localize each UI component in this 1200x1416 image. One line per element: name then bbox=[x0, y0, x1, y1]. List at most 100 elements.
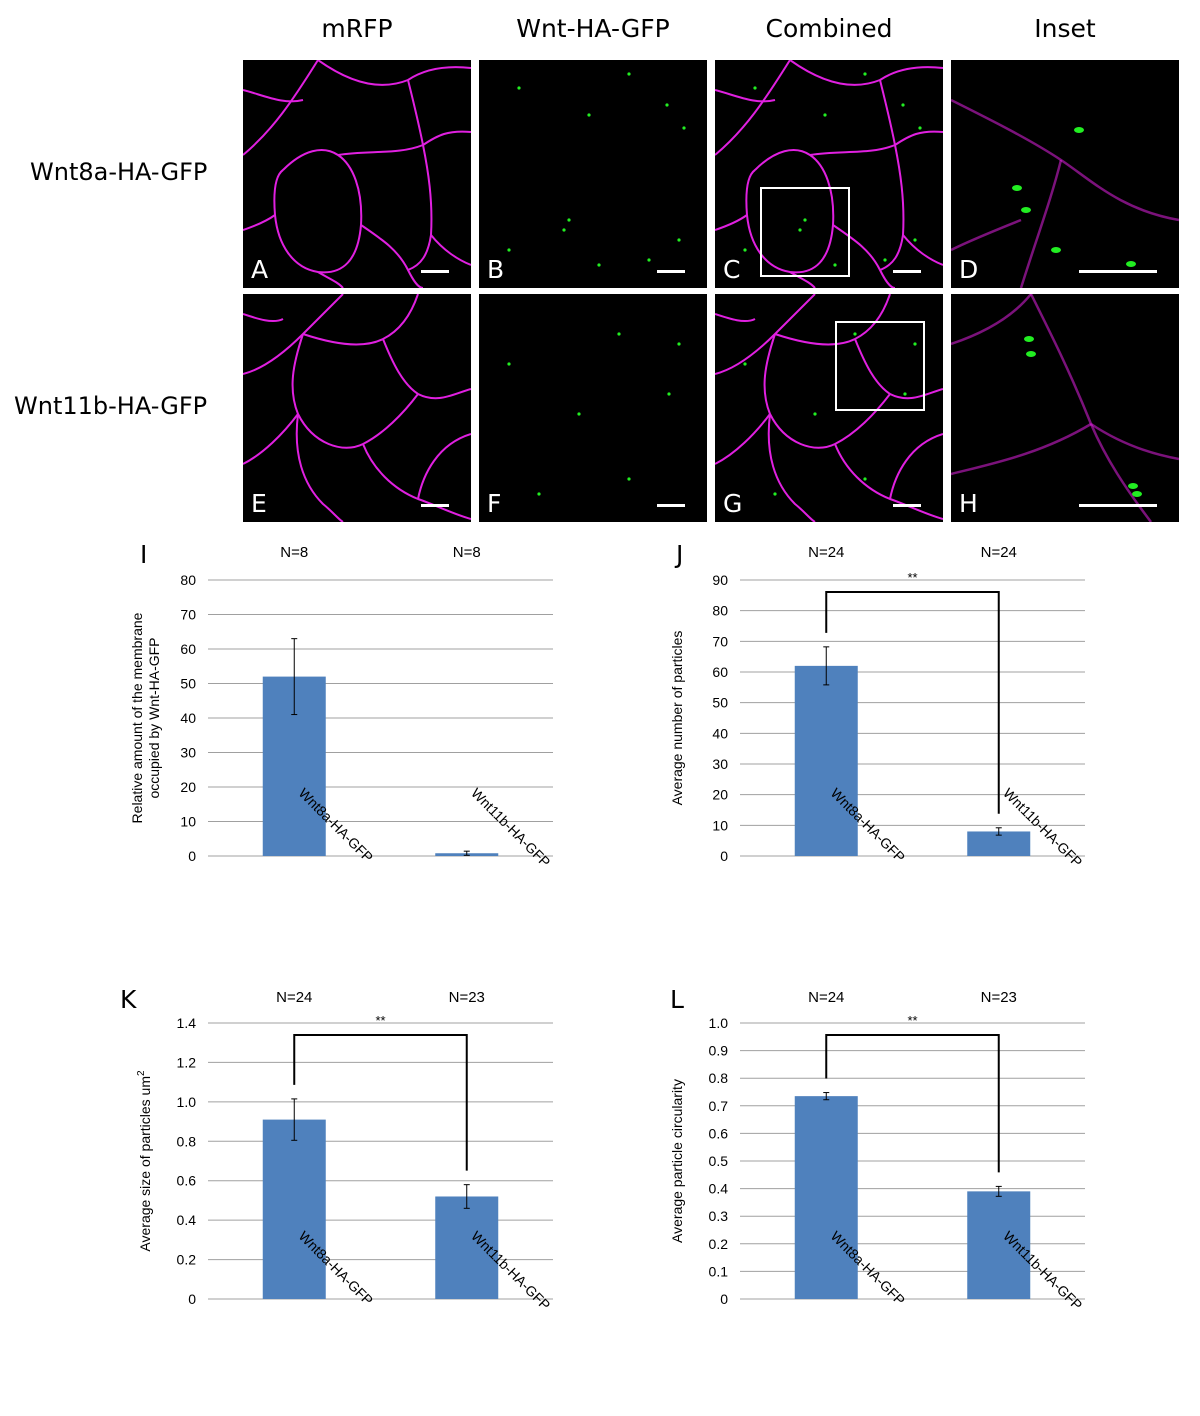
micrograph-panel-g: G bbox=[715, 294, 943, 522]
column-header-combined: Combined bbox=[765, 14, 893, 43]
membrane-outline bbox=[273, 149, 363, 274]
membrane-outline bbox=[715, 313, 756, 323]
y-tick-label: 70 bbox=[712, 633, 728, 649]
significance-marker: ** bbox=[907, 1013, 917, 1028]
panel-letter-c: C bbox=[723, 255, 741, 284]
sample-size-label: N=23 bbox=[449, 989, 485, 1006]
y-tick-label: 0 bbox=[188, 1291, 196, 1307]
bar bbox=[435, 1196, 499, 1299]
y-tick-label: 0 bbox=[720, 848, 728, 864]
micrograph-image bbox=[715, 294, 943, 522]
membrane-outline bbox=[1090, 422, 1179, 461]
membrane-outline bbox=[763, 333, 891, 449]
membrane-outline bbox=[243, 89, 304, 103]
membrane-outline bbox=[951, 294, 1032, 346]
membrane-outline bbox=[767, 413, 816, 522]
membrane-outline bbox=[854, 338, 943, 400]
membrane-outline bbox=[243, 313, 284, 323]
scale-bar bbox=[421, 504, 449, 507]
gfp-particle bbox=[677, 238, 681, 242]
scale-bar bbox=[893, 504, 921, 507]
membrane-outline bbox=[407, 79, 424, 146]
membrane-outline bbox=[317, 271, 344, 288]
sample-size-label: N=24 bbox=[981, 544, 1017, 561]
micrograph-panel-f: F bbox=[479, 294, 707, 522]
y-tick-label: 20 bbox=[180, 779, 196, 795]
y-tick-label: 0.9 bbox=[709, 1043, 729, 1059]
y-tick-label: 0 bbox=[720, 1291, 728, 1307]
membrane-outline bbox=[417, 433, 471, 500]
gfp-particle bbox=[803, 218, 807, 222]
micrograph-image bbox=[507, 72, 686, 273]
micrograph-panel-h: H bbox=[951, 294, 1179, 522]
gfp-particle bbox=[863, 477, 867, 481]
micrograph-image bbox=[951, 98, 1179, 288]
membrane-outline bbox=[243, 413, 299, 465]
y-tick-label: 60 bbox=[180, 641, 196, 657]
y-tick-label: 0.2 bbox=[177, 1252, 197, 1268]
membrane-outline bbox=[243, 60, 319, 156]
gfp-particle bbox=[1021, 207, 1031, 213]
scale-bar bbox=[1079, 504, 1157, 507]
gfp-particle bbox=[813, 412, 817, 416]
y-tick-label: 20 bbox=[712, 787, 728, 803]
gfp-particle bbox=[1024, 336, 1034, 342]
y-tick-label: 80 bbox=[180, 572, 196, 588]
micrograph-image bbox=[243, 60, 471, 288]
membrane-outline bbox=[430, 234, 471, 266]
gfp-particle bbox=[743, 362, 747, 366]
panel-letter-f: F bbox=[487, 489, 502, 518]
sample-size-label: N=23 bbox=[981, 989, 1017, 1006]
y-tick-label: 80 bbox=[712, 603, 728, 619]
y-tick-label: 40 bbox=[712, 725, 728, 741]
bar-chart-i: 0 10 20 30 40 50 60 70 80 Relative amount of the … bbox=[0, 540, 600, 970]
membrane-outline bbox=[715, 214, 748, 231]
y-axis-label-superscript: 2 bbox=[136, 1070, 147, 1076]
membrane-outline bbox=[317, 60, 471, 86]
membrane-outline bbox=[715, 60, 791, 156]
micrograph-panel-d: D bbox=[951, 60, 1179, 288]
gfp-particle bbox=[903, 392, 907, 396]
gfp-particle bbox=[773, 492, 777, 496]
gfp-particle bbox=[743, 248, 747, 252]
bar-chart-k: 0 0.2 0.4 0.6 0.8 1.0 1.2 1.4 Average size of pa… bbox=[0, 985, 600, 1416]
category-label: Wnt11b-HA-GFP bbox=[1000, 785, 1085, 870]
membrane-outline bbox=[302, 294, 419, 346]
panel-letter-e: E bbox=[251, 489, 267, 518]
membrane-outline bbox=[407, 144, 433, 271]
panel-letter-a: A bbox=[251, 255, 269, 284]
y-tick-label: 50 bbox=[712, 695, 728, 711]
sample-size-label: N=24 bbox=[808, 544, 844, 561]
micrograph-image bbox=[507, 332, 685, 507]
row-label-wnt8a: Wnt8a-HA-GFP bbox=[30, 158, 208, 186]
scale-bar bbox=[657, 270, 685, 273]
gfp-particle bbox=[627, 72, 631, 76]
gfp-particle bbox=[1126, 261, 1136, 267]
micrograph-panel-a: A bbox=[243, 60, 471, 288]
gfp-particle bbox=[863, 72, 867, 76]
gfp-particle bbox=[1012, 185, 1022, 191]
y-tick-label: 40 bbox=[180, 710, 196, 726]
gfp-particle bbox=[507, 248, 511, 252]
membrane-outline bbox=[715, 413, 771, 465]
membrane-outline bbox=[337, 130, 471, 156]
y-tick-label: 60 bbox=[712, 664, 728, 680]
membrane-outline bbox=[1029, 294, 1152, 522]
panel-letter-d: D bbox=[959, 255, 979, 284]
significance-marker: ** bbox=[375, 1013, 385, 1028]
gfp-particle bbox=[597, 263, 601, 267]
y-tick-label: 0.8 bbox=[709, 1070, 729, 1086]
membrane-outline bbox=[243, 294, 344, 375]
micrograph-image bbox=[951, 294, 1179, 522]
gfp-particle bbox=[1128, 483, 1138, 489]
significance-bracket bbox=[825, 1034, 1000, 1173]
bar-chart-l: 0 0.1 0.2 0.3 0.4 0.5 0.6 0.7 0.8 0.9 1.0 Average p… bbox=[600, 985, 1200, 1416]
micrograph-panel-e: E bbox=[243, 294, 471, 522]
gfp-particle bbox=[682, 126, 686, 130]
micrograph-image bbox=[715, 60, 943, 288]
column-header-wnt-ha-gfp: Wnt-HA-GFP bbox=[516, 14, 670, 43]
bar bbox=[794, 1096, 858, 1299]
y-axis-label: Average particle circularity bbox=[669, 1079, 685, 1243]
y-axis-label: Relative amount of the membrane bbox=[129, 612, 145, 823]
gfp-particle bbox=[587, 113, 591, 117]
